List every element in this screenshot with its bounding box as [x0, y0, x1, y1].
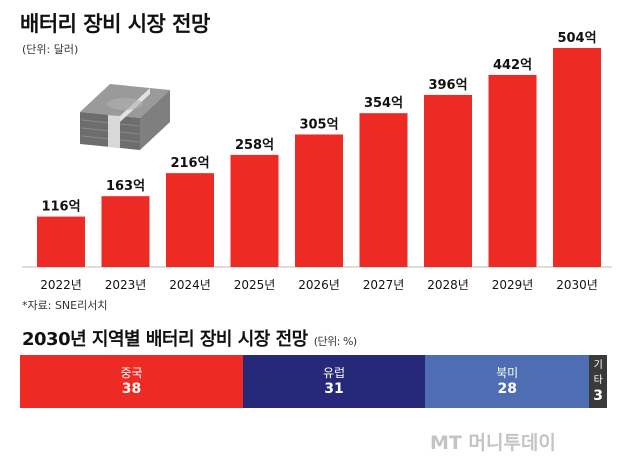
bar-value-label: 305억: [299, 117, 338, 132]
x-tick-label: 2022년: [40, 278, 82, 292]
x-tick-label: 2025년: [234, 278, 276, 292]
bar-value-label: 216억: [170, 156, 209, 171]
x-tick-label: 2024년: [169, 278, 211, 292]
money-stack-icon: [80, 84, 170, 150]
bar-7: [488, 74, 537, 267]
region-stacked-bar: 중국 38 유럽 31 북미 28 기타 3: [20, 355, 607, 408]
bar-value-label: 258억: [235, 138, 274, 153]
bar-5: [359, 113, 408, 267]
x-tick-label: 2030년: [556, 278, 598, 292]
x-tick-label: 2029년: [492, 278, 534, 292]
x-tick-label: 2027년: [363, 278, 405, 292]
region-name: 북미: [496, 365, 519, 380]
region-segment: 북미 28: [425, 355, 590, 408]
region-name: 기타: [593, 360, 603, 386]
region-name: 유럽: [322, 365, 346, 380]
watermark-logo: MT 머니투데이: [430, 432, 556, 454]
region-title-text: 2030년 지역별 배터리 장비 시장 전망: [22, 329, 308, 350]
bar-4: [295, 134, 343, 267]
bar-value-label: 163억: [106, 179, 145, 194]
bar-0: [37, 216, 85, 267]
region-value: 31: [324, 380, 344, 397]
x-tick-label: 2026년: [298, 278, 340, 292]
unit-label: (단위: 달러): [22, 43, 79, 56]
bar-2: [166, 173, 214, 267]
region-value: 3: [593, 388, 604, 404]
bar-1: [101, 196, 150, 267]
x-tick-label: 2023년: [105, 278, 147, 292]
bar-value-label: 396억: [428, 78, 467, 93]
region-unit-label: (단위: %): [313, 335, 357, 348]
bar-3: [230, 154, 279, 267]
region-segment: 기타 3: [589, 355, 607, 408]
region-segment: 중국 38: [20, 355, 244, 408]
source-note: *자료: SNE리서치: [22, 299, 108, 312]
bar-value-label: 442억: [493, 58, 532, 73]
bar-8: [553, 48, 601, 267]
bar-value-label: 504억: [557, 31, 596, 46]
bar-value-label: 354억: [364, 96, 403, 111]
bar-6: [424, 94, 472, 267]
bar-value-label: 116억: [41, 200, 80, 215]
x-tick-label: 2028년: [427, 278, 469, 292]
region-name: 중국: [120, 365, 143, 380]
region-segment: 유럽 31: [243, 355, 426, 408]
chart-title: 배터리 장비 시장 전망: [20, 12, 210, 36]
region-value: 38: [121, 380, 142, 397]
region-value: 28: [497, 380, 517, 397]
bar-chart: 116억 2022년 163억 2023년 216억 2024년 258억 2025년 305억…: [22, 31, 612, 292]
region-chart-title: 2030년 지역별 배터리 장비 시장 전망 (단위: %): [22, 325, 357, 351]
